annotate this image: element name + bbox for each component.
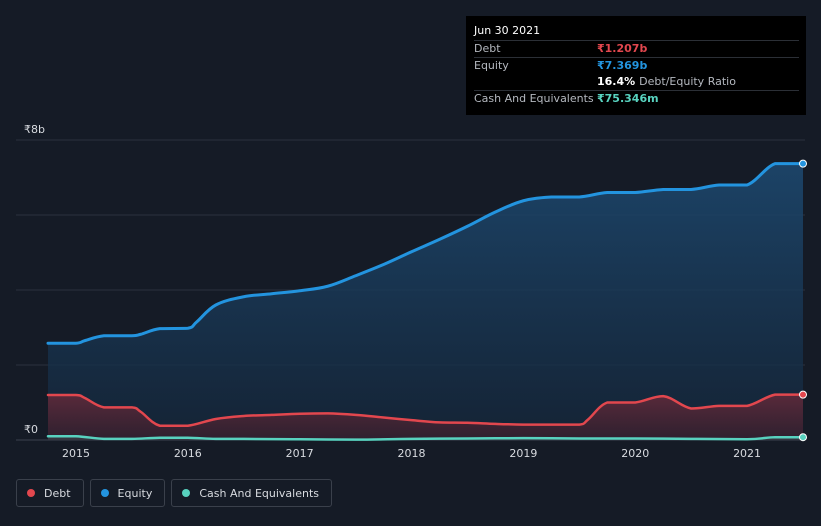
tooltip-cash-value: ₹75.346m — [597, 92, 659, 105]
tooltip-equity-label: Equity — [474, 59, 509, 72]
tooltip-debt-row: Debt ₹1.207b — [474, 40, 799, 57]
series-area-equity — [48, 163, 803, 440]
legend-dot-debt — [27, 489, 35, 497]
legend-dot-equity — [100, 489, 109, 497]
x-tick-label: 2021 — [733, 447, 761, 460]
series-end-markers — [799, 159, 807, 442]
tooltip-equity-row: Equity ₹7.369b — [474, 57, 799, 74]
legend-label-cash: Cash And Equivalents — [199, 486, 319, 500]
tooltip-ratio-label: Debt/Equity Ratio — [639, 75, 736, 88]
legend-label-equity: Equity — [117, 486, 153, 500]
x-tick-label: 2019 — [509, 447, 537, 460]
series-line-debt — [46, 393, 805, 428]
legend-item-equity[interactable]: Equity — [89, 479, 166, 507]
chart-legend: Debt Equity Cash And Equivalents — [16, 479, 332, 507]
x-tick-label: 2020 — [621, 447, 649, 460]
tooltip-date: Jun 30 2021 — [474, 24, 541, 37]
tooltip-cash-label: Cash And Equivalents — [474, 92, 594, 105]
series-line-equity — [46, 162, 805, 345]
series-lines — [46, 162, 805, 441]
tooltip-debt-label: Debt — [474, 42, 501, 55]
y-tick-label: ₹8b — [24, 123, 45, 136]
legend-item-cash[interactable]: Cash And Equivalents — [171, 479, 332, 507]
legend-dot-cash — [182, 489, 191, 497]
series-area-debt — [48, 394, 803, 440]
x-tick-label: 2015 — [62, 447, 90, 460]
tooltip-ratio-value: 16.4% — [597, 75, 636, 88]
tooltip-debt-value: ₹1.207b — [597, 42, 648, 55]
tooltip-ratio-row: 16.4% Debt/Equity Ratio — [474, 74, 799, 90]
axis-tick-labels: ₹8b ₹0 2015 2016 2017 2018 2019 2020 2021 — [24, 123, 761, 460]
series-areas — [48, 163, 803, 440]
x-tick-label: 2017 — [286, 447, 314, 460]
legend-label-debt: Debt — [44, 486, 71, 500]
end-marker-equity — [799, 159, 807, 168]
x-tick-label: 2016 — [174, 447, 202, 460]
legend-item-debt[interactable]: Debt — [16, 479, 84, 507]
x-tick-label: 2018 — [398, 447, 426, 460]
y-tick-label: ₹0 — [24, 423, 38, 436]
tooltip-equity-value: ₹7.369b — [597, 59, 648, 72]
end-marker-cash — [799, 433, 807, 442]
end-marker-debt — [799, 390, 807, 399]
series-line-cash — [46, 435, 805, 441]
data-tooltip: Jun 30 2021 Debt ₹1.207b Equity ₹7.369b … — [466, 16, 806, 115]
tooltip-cash-row: Cash And Equivalents ₹75.346m — [474, 90, 799, 107]
